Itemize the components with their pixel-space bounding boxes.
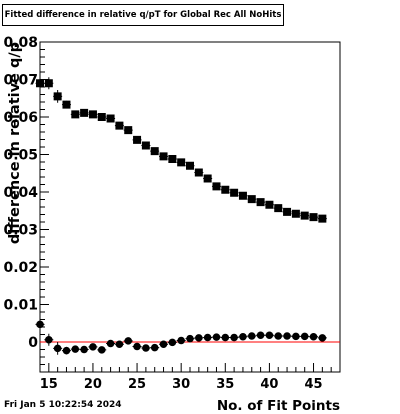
data-point-square xyxy=(80,108,89,117)
x-tick-label: 45 xyxy=(304,377,322,392)
data-point-square xyxy=(309,213,318,222)
y-axis-label: difference in relative q/p xyxy=(7,42,23,244)
x-tick-label: 35 xyxy=(216,377,234,392)
data-point-circle xyxy=(292,332,300,341)
data-point-square xyxy=(150,147,159,156)
chart-title: Fitted difference in relative q/pT for G… xyxy=(2,4,284,26)
data-point-circle xyxy=(97,346,106,354)
x-tick-label: 15 xyxy=(40,377,58,392)
data-point-circle xyxy=(159,340,168,349)
data-point-circle xyxy=(142,344,150,352)
data-point-circle xyxy=(300,332,309,341)
data-point-circle xyxy=(53,344,62,353)
data-point-square xyxy=(256,198,265,207)
data-point-square xyxy=(133,135,142,144)
axes-layer xyxy=(39,41,341,373)
data-point-square xyxy=(62,100,71,109)
data-point-square xyxy=(97,113,106,121)
label-layer: 15 20 25 30 35 40 45 0 0.01 0.02 0.03 0.04 0.05 0.06 0… xyxy=(3,35,340,414)
data-point-square xyxy=(177,158,186,167)
y-tick-label: 0.01 xyxy=(3,298,38,314)
data-point-square xyxy=(221,185,230,194)
data-point-square xyxy=(247,195,256,204)
y-tick-label: 0.03 xyxy=(3,223,38,239)
y-tick-label: 0 xyxy=(28,335,38,351)
data-point-circle xyxy=(71,345,80,353)
data-point-square xyxy=(283,207,292,216)
data-point-square xyxy=(194,168,203,177)
data-point-circle xyxy=(133,342,141,351)
data-point-circle xyxy=(212,333,221,341)
data-point-circle xyxy=(239,332,247,341)
data-point-circle xyxy=(283,332,291,340)
data-point-square xyxy=(124,126,133,135)
data-point-square xyxy=(203,174,212,183)
data-point-square xyxy=(186,161,194,170)
data-point-circle xyxy=(62,346,71,355)
data-point-circle xyxy=(177,336,185,345)
data-point-square xyxy=(291,209,300,218)
data-point-circle xyxy=(221,333,230,342)
data-point-circle xyxy=(115,340,124,349)
y-tick-label: 0.04 xyxy=(3,185,38,201)
data-point-circle xyxy=(168,338,177,347)
plot-frame xyxy=(39,41,341,373)
data-point-circle xyxy=(106,339,115,348)
data-point-circle xyxy=(309,332,318,341)
y-tick-label: 0.05 xyxy=(3,148,38,164)
data-point-circle xyxy=(45,335,53,344)
data-point-circle xyxy=(230,333,238,342)
data-point-square xyxy=(159,152,168,161)
data-point-square xyxy=(36,79,44,88)
data-point-circle xyxy=(256,331,265,340)
data-point-circle xyxy=(318,334,327,342)
data-point-circle xyxy=(247,332,256,340)
x-axis-label: No. of Fit Points xyxy=(217,398,340,414)
data-point-circle xyxy=(186,334,194,343)
x-tick-label: 40 xyxy=(260,377,278,392)
data-point-circle xyxy=(195,334,203,342)
x-tick-label: 20 xyxy=(84,377,102,392)
data-point-square xyxy=(318,214,327,223)
data-point-square xyxy=(300,211,309,220)
data-point-square xyxy=(168,155,177,163)
y-tick-label: 0.07 xyxy=(3,73,38,89)
data-point-circle xyxy=(80,345,88,354)
data-point-square xyxy=(265,200,274,209)
data-point-square xyxy=(88,110,97,119)
data-point-square xyxy=(212,182,221,191)
data-point-square xyxy=(274,204,283,213)
data-point-circle xyxy=(274,332,283,340)
data-point-square xyxy=(106,114,115,123)
data-point-square xyxy=(71,110,80,119)
y-tick-label: 0.08 xyxy=(3,35,38,51)
y-tick-label: 0.06 xyxy=(3,110,38,126)
data-point-circle xyxy=(203,333,212,342)
data-point-square xyxy=(44,79,53,88)
data-point-circle xyxy=(124,337,133,345)
data-point-circle xyxy=(265,331,274,340)
x-tick-label: 30 xyxy=(172,377,190,392)
data-point-square xyxy=(238,191,247,200)
data-point-square xyxy=(230,188,239,197)
y-tick-label: 0.02 xyxy=(3,260,38,276)
data-layer xyxy=(35,77,327,355)
data-point-circle xyxy=(89,343,97,351)
data-point-circle xyxy=(36,320,44,329)
x-tick-label: 25 xyxy=(128,377,146,392)
data-point-square xyxy=(115,121,124,130)
data-point-circle xyxy=(150,343,159,352)
data-point-square xyxy=(53,92,62,101)
timestamp: Fri Jan 5 10:22:54 2024 xyxy=(4,400,122,410)
data-point-square xyxy=(141,141,150,150)
